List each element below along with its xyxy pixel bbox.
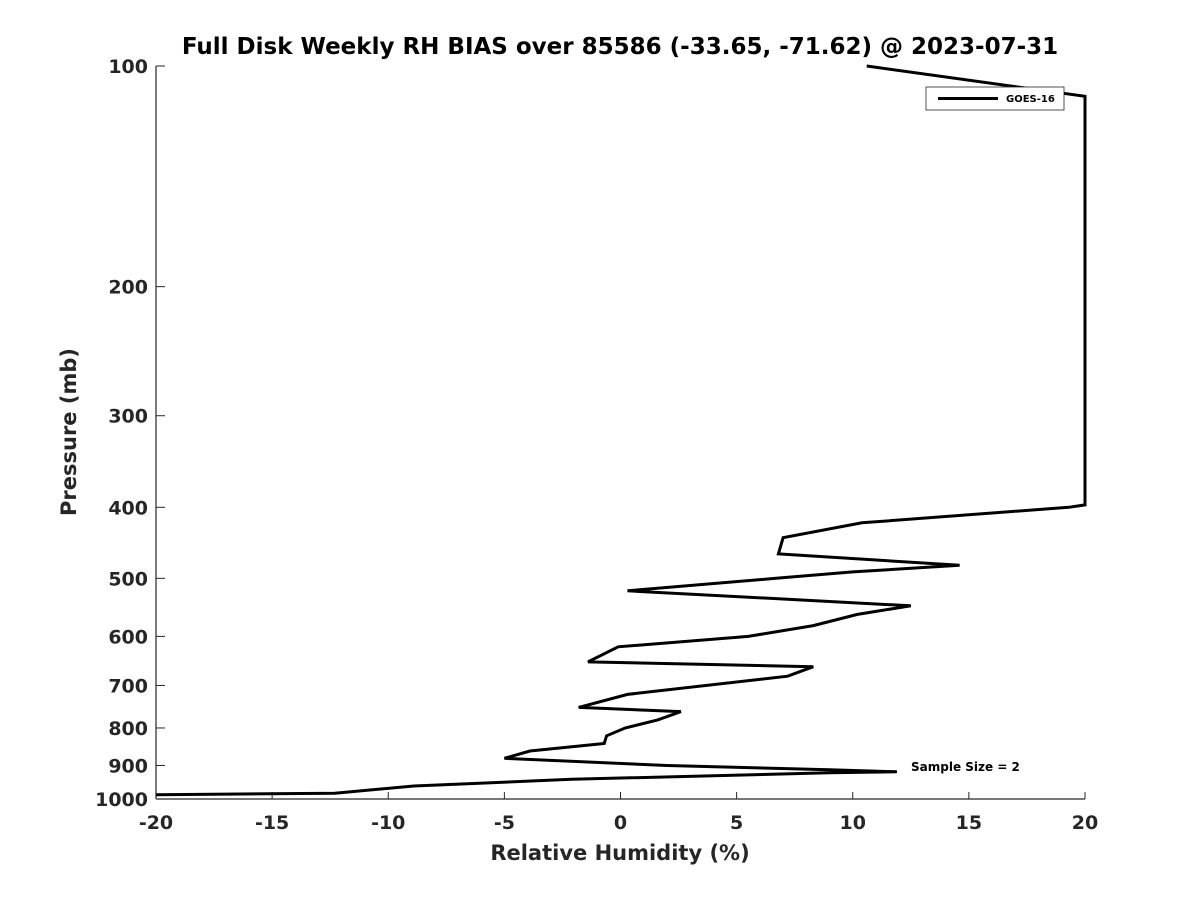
y-ticks: 100 200 300 400 500 600 700 800 900 1000	[95, 56, 165, 811]
y-tick-label: 300	[108, 406, 148, 428]
legend: GOES-16	[925, 86, 1065, 111]
y-tick-label: 800	[108, 718, 148, 740]
y-tick-label: 1000	[95, 789, 148, 811]
x-ticks: -20 -15 -10 -5 0 5 10 15 20	[139, 792, 1098, 834]
y-tick-label: 400	[108, 497, 148, 519]
x-tick-label: -5	[494, 812, 515, 834]
x-tick-label: -15	[255, 812, 289, 834]
y-tick-label: 600	[108, 626, 148, 648]
x-tick-label: -10	[371, 812, 405, 834]
x-tick-label: 5	[730, 812, 743, 834]
y-axis-label: Pressure (mb)	[57, 348, 81, 516]
x-tick-label: 10	[840, 812, 866, 834]
y-tick-label: 200	[108, 277, 148, 299]
sample-size-annotation: Sample Size = 2	[911, 760, 1020, 774]
x-tick-label: -20	[139, 812, 173, 834]
x-axis-label: Relative Humidity (%)	[490, 841, 749, 865]
y-tick-label: 700	[108, 675, 148, 697]
y-tick-label: 100	[108, 56, 148, 78]
y-tick-label: 500	[108, 568, 148, 590]
legend-label-goes-16: GOES-16	[1006, 94, 1055, 105]
plot-area	[155, 64, 1087, 797]
x-tick-label: 20	[1072, 812, 1098, 834]
x-tick-label: 0	[614, 812, 627, 834]
chart-title: Full Disk Weekly RH BIAS over 85586 (-33…	[182, 34, 1058, 60]
x-tick-label: 15	[956, 812, 982, 834]
y-tick-label: 900	[108, 755, 148, 777]
series-line-goes-16	[155, 64, 1087, 797]
